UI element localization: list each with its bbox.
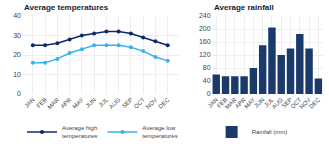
svg-text:JUN: JUN bbox=[253, 97, 265, 109]
svg-text:DEC: DEC bbox=[157, 96, 171, 110]
svg-text:0: 0 bbox=[17, 90, 21, 97]
svg-text:40: 40 bbox=[203, 77, 211, 84]
svg-text:JAN: JAN bbox=[23, 97, 35, 109]
svg-text:240: 240 bbox=[199, 12, 211, 19]
svg-text:40: 40 bbox=[13, 12, 21, 19]
svg-text:MAR: MAR bbox=[47, 96, 61, 110]
svg-text:MAY: MAY bbox=[243, 97, 256, 110]
svg-text:200: 200 bbox=[199, 25, 211, 32]
svg-text:APR: APR bbox=[59, 96, 72, 109]
svg-text:DEC: DEC bbox=[308, 96, 322, 110]
svg-text:Average rainfall: Average rainfall bbox=[214, 3, 274, 12]
svg-text:SEP: SEP bbox=[281, 97, 294, 110]
svg-text:20: 20 bbox=[13, 51, 21, 58]
svg-text:JUN: JUN bbox=[84, 97, 96, 109]
svg-text:FEB: FEB bbox=[216, 97, 228, 109]
svg-text:Rainfall (mm): Rainfall (mm) bbox=[252, 129, 288, 135]
svg-text:JAN: JAN bbox=[207, 97, 219, 109]
svg-text:Average lowtemperatures: Average lowtemperatures bbox=[142, 125, 177, 139]
svg-text:80: 80 bbox=[203, 64, 211, 71]
svg-text:APR: APR bbox=[234, 96, 247, 109]
svg-text:MAY: MAY bbox=[72, 97, 85, 110]
svg-text:NOV: NOV bbox=[298, 97, 311, 110]
svg-text:Average hightemperatures: Average hightemperatures bbox=[62, 125, 97, 139]
svg-text:AUG: AUG bbox=[271, 96, 285, 110]
svg-text:10: 10 bbox=[13, 71, 21, 78]
svg-text:NOV: NOV bbox=[145, 97, 158, 110]
svg-text:FEB: FEB bbox=[35, 97, 47, 109]
svg-text:SEP: SEP bbox=[121, 97, 134, 110]
svg-text:JUL: JUL bbox=[97, 96, 109, 108]
svg-text:0: 0 bbox=[207, 90, 211, 97]
svg-text:120: 120 bbox=[199, 51, 211, 58]
svg-text:JUL: JUL bbox=[263, 96, 275, 108]
svg-text:OCT: OCT bbox=[289, 96, 302, 109]
svg-text:160: 160 bbox=[199, 38, 211, 45]
svg-text:OCT: OCT bbox=[133, 96, 146, 109]
svg-text:AUG: AUG bbox=[108, 96, 122, 110]
svg-text:Average temperatures: Average temperatures bbox=[24, 3, 109, 12]
svg-text:30: 30 bbox=[13, 32, 21, 39]
svg-text:MAR: MAR bbox=[224, 96, 238, 110]
